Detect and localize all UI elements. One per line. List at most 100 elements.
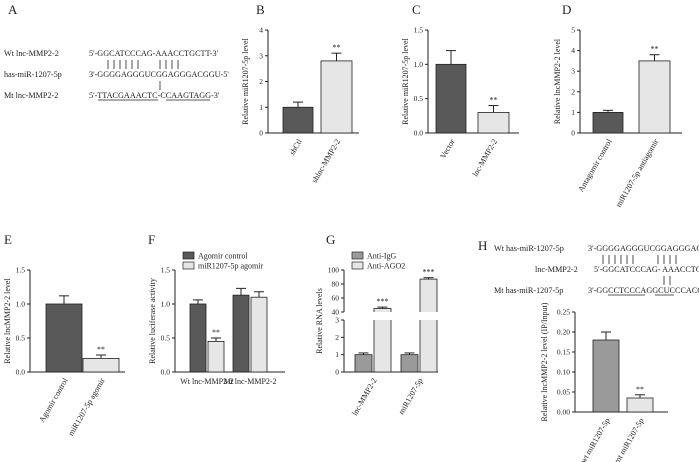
- chart-e-ytick-label: 0.0: [16, 368, 26, 377]
- chart-d-category-label: Antagomir control: [576, 137, 614, 194]
- chart-g-ytick-label: 0: [335, 368, 339, 377]
- chart-f-panel-label: F: [148, 232, 155, 247]
- h-mt-mir-seq: 3'-GGCCTCCCAGGCUCCCACGGU-5': [588, 286, 699, 295]
- chart-c-ytick-label: 0.5: [414, 94, 424, 103]
- mir-name: has-miR-1207-5p: [4, 70, 62, 79]
- h-pair-lines-1: [602, 255, 677, 264]
- panel-h-alignment: H Wt has-miR-1207-5p 3'-GGGGAGGGUCGGAGGG…: [478, 238, 699, 296]
- chart-b-ytick-label: 2: [259, 77, 263, 86]
- chart-f-legend-label: miR1207-5p agomir: [198, 262, 263, 271]
- chart-g-bar-anti-ago2: [419, 278, 438, 373]
- chart-g-legend-swatch: [351, 251, 364, 260]
- chart-g-panel-label: G: [326, 232, 335, 247]
- chart-f-ylabel: Relative luciferase activity: [148, 278, 157, 364]
- chart-e-bar-1: [82, 357, 120, 373]
- chart-g-ytick-label: 40: [332, 308, 340, 317]
- chart-f-ytick-label: 0.5: [161, 334, 171, 343]
- chart-b-bar-1: [320, 60, 353, 134]
- chart-d-ytick-label: 2: [571, 87, 575, 96]
- chart-e-bar-0: [45, 303, 83, 373]
- mt-lnc-seq: 5'-TTACGAAACTC-CCAAGTAGG-3': [89, 91, 220, 100]
- chart-f-legend-swatch: [182, 261, 195, 270]
- chart-f-bar-mir1207-5p-agomir: [250, 296, 268, 373]
- chart-h-bar-1: [626, 397, 654, 413]
- chart-d-ytick-label: 0: [571, 129, 575, 138]
- chart-d: D 0 1 2 3 4 5 Relative lncMMP2-2 level Antagomir…: [553, 2, 682, 209]
- wt-lnc-name: Wt lnc-MMP2-2: [4, 49, 59, 58]
- chart-h: 0.00 0.05 0.10 0.15 0.20 0.25 Relative lncMMP2…: [540, 302, 668, 462]
- chart-d-ytick-label: 4: [571, 46, 575, 55]
- chart-d-bar-0: [592, 112, 624, 134]
- chart-g-bar-anti-igg: [400, 354, 419, 373]
- chart-d-category-label: miR1207-5p antiagomir: [614, 137, 661, 209]
- chart-f: F 0.0 0.5 1.0 1.5 Relative luciferase activit…: [148, 232, 285, 386]
- chart-f-bar-mir1207-5p-agomir: [207, 340, 225, 373]
- chart-c-ylabel: Relative miR1207-5p level: [401, 37, 410, 124]
- chart-h-ytick-label: 0.05: [557, 388, 570, 397]
- chart-e: E 0.0 0.5 1.0 1.5 Relative lncMMP2-2 level Ago…: [3, 232, 125, 437]
- mir-seq: 3'-GGGGAGGGUCGGAGGGACGGU-5': [89, 70, 229, 79]
- chart-f-category-label: Mt lnc-MMP2-2: [223, 377, 276, 386]
- chart-e-ytick-label: 1.5: [16, 266, 26, 275]
- chart-h-significance: **: [636, 385, 644, 394]
- chart-d-ylabel: Relative lncMMP2-2 level: [553, 38, 562, 124]
- chart-c-ytick-label: 1.5: [414, 26, 424, 35]
- chart-c-significance: **: [490, 96, 498, 105]
- chart-d-ytick-label: 5: [571, 26, 575, 35]
- chart-b-ytick-label: 1: [259, 103, 263, 112]
- chart-b-bar-0: [282, 106, 314, 134]
- chart-g-legend-swatch: [351, 261, 364, 270]
- chart-f-bar-agomir-control: [232, 294, 250, 373]
- h-wt-mir-seq: 3'-GGGGAGGGUCGGAGGGACGGU-5': [588, 244, 699, 253]
- chart-e-ytick-label: 0.5: [16, 334, 26, 343]
- chart-g: G 0 1 2 340 60 80 100 Relative RNA levels *** lnc-…: [315, 232, 438, 417]
- chart-g-category-label: lnc-MMP2-2: [350, 377, 379, 418]
- mt-lnc-name: Mt lnc-MMP2-2: [4, 91, 58, 100]
- chart-b-ylabel: Relative miR1207-5p level: [241, 37, 250, 124]
- chart-g-legend-label: Anti-AGO2: [367, 262, 405, 271]
- chart-b-category-label: shlnc-MMP2-2: [310, 138, 342, 185]
- chart-e-ylabel: Relative lncMMP2-2 level: [3, 278, 12, 364]
- chart-e-category-label: Agomir control: [37, 376, 70, 424]
- chart-b-panel-label: B: [256, 2, 265, 17]
- chart-f-ytick-label: 1.5: [161, 266, 171, 275]
- h-wt-mir-name: Wt has-miR-1207-5p: [494, 244, 564, 253]
- h-lnc-name: lnc-MMP2-2: [535, 265, 578, 274]
- panel-label-h: H: [478, 238, 487, 253]
- chart-g-axis-break-gap: [419, 312, 438, 320]
- wt-lnc-seq: 5'-GGCATCCCAG-AAACCTGCTT-3': [89, 49, 219, 58]
- chart-e-significance: **: [97, 345, 105, 354]
- chart-g-ytick-label: 3: [335, 316, 339, 325]
- chart-h-ytick-label: 0.15: [557, 348, 570, 357]
- chart-h-category-label: Bio-mt miR1207-5p: [605, 417, 645, 462]
- h-pair-lines-2: [663, 276, 671, 285]
- chart-g-ytick-label: 100: [328, 266, 340, 275]
- chart-f-ytick-label: 0.0: [161, 368, 171, 377]
- chart-g-ytick-label: 2: [335, 333, 339, 342]
- h-mt-mir-name: Mt has-miR-1207-5p: [494, 286, 563, 295]
- chart-f-ytick-label: 1.0: [161, 300, 171, 309]
- chart-h-bar-0: [592, 339, 620, 413]
- chart-g-axis-break-gap: [373, 312, 392, 320]
- chart-g-ytick-label: 1: [335, 350, 339, 359]
- chart-h-ytick-label: 0.20: [557, 328, 570, 337]
- chart-e-panel-label: E: [4, 232, 12, 247]
- chart-d-ytick-label: 1: [571, 108, 575, 117]
- chart-c: C 0.0 0.5 1.0 1.5 Relative miR1207-5p level Ve…: [401, 2, 519, 178]
- chart-c-category-label: lnc-MMP2-2: [471, 138, 500, 179]
- chart-h-category-label: Bio-wt miR1207-5p: [572, 417, 612, 462]
- chart-h-ytick-label: 0.10: [557, 368, 570, 377]
- chart-c-panel-label: C: [412, 2, 421, 17]
- chart-c-ytick-label: 1.0: [414, 60, 424, 69]
- panel-a-alignment: A Wt lnc-MMP2-2 5'-GGCATCCCAG-AAACCTGCTT…: [4, 2, 229, 101]
- chart-h-ytick-label: 0.00: [557, 408, 570, 417]
- chart-b-ytick-label: 3: [259, 51, 263, 60]
- chart-g-ytick-label: 80: [332, 280, 340, 289]
- chart-g-category-label: miR1207-5p: [397, 377, 425, 417]
- chart-e-category-label: miR1207-5p agomir: [66, 376, 107, 437]
- chart-g-ylabel: Relative RNA levels: [315, 288, 324, 354]
- chart-f-significance: **: [212, 328, 220, 337]
- chart-f-legend-swatch: [182, 251, 195, 260]
- chart-g-significance: ***: [377, 297, 389, 306]
